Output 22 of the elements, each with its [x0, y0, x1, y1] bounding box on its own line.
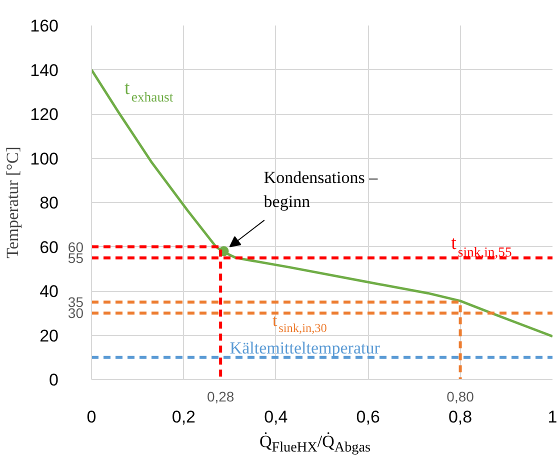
y-tick-label: 40	[40, 282, 59, 301]
y-tick-label: 80	[40, 194, 59, 212]
x-tick-label: 0,2	[172, 408, 196, 426]
y-tick-label: 20	[40, 326, 59, 346]
x-tick-label: 0	[86, 408, 96, 426]
y-tick-label: 120	[30, 105, 59, 124]
annotation: 60	[68, 238, 84, 255]
y-axis-title: Temperatur [°C]	[3, 146, 22, 258]
annotation: 0,80	[446, 388, 474, 404]
annotation: Kondensations – beginn	[264, 168, 378, 211]
y-tick-label: 60	[40, 238, 59, 257]
y-tick-label: 160	[30, 16, 59, 36]
x-tick-label: 0,4	[264, 408, 288, 426]
x-tick-label: 1	[548, 408, 558, 426]
y-tick-label: 0	[49, 370, 59, 390]
annotation: 0,28	[206, 388, 234, 404]
y-tick-label: 140	[30, 60, 59, 80]
x-axis-title: Q̇$_{FlueHX}$/Q̇$_{Abgas}$	[259, 431, 371, 458]
x-tick-label: 0,6	[356, 408, 380, 426]
annotation: Kältemitteltemperatur	[230, 338, 380, 358]
x-tick-label: 0,8	[448, 408, 472, 426]
y-tick-label: 100	[30, 149, 59, 168]
